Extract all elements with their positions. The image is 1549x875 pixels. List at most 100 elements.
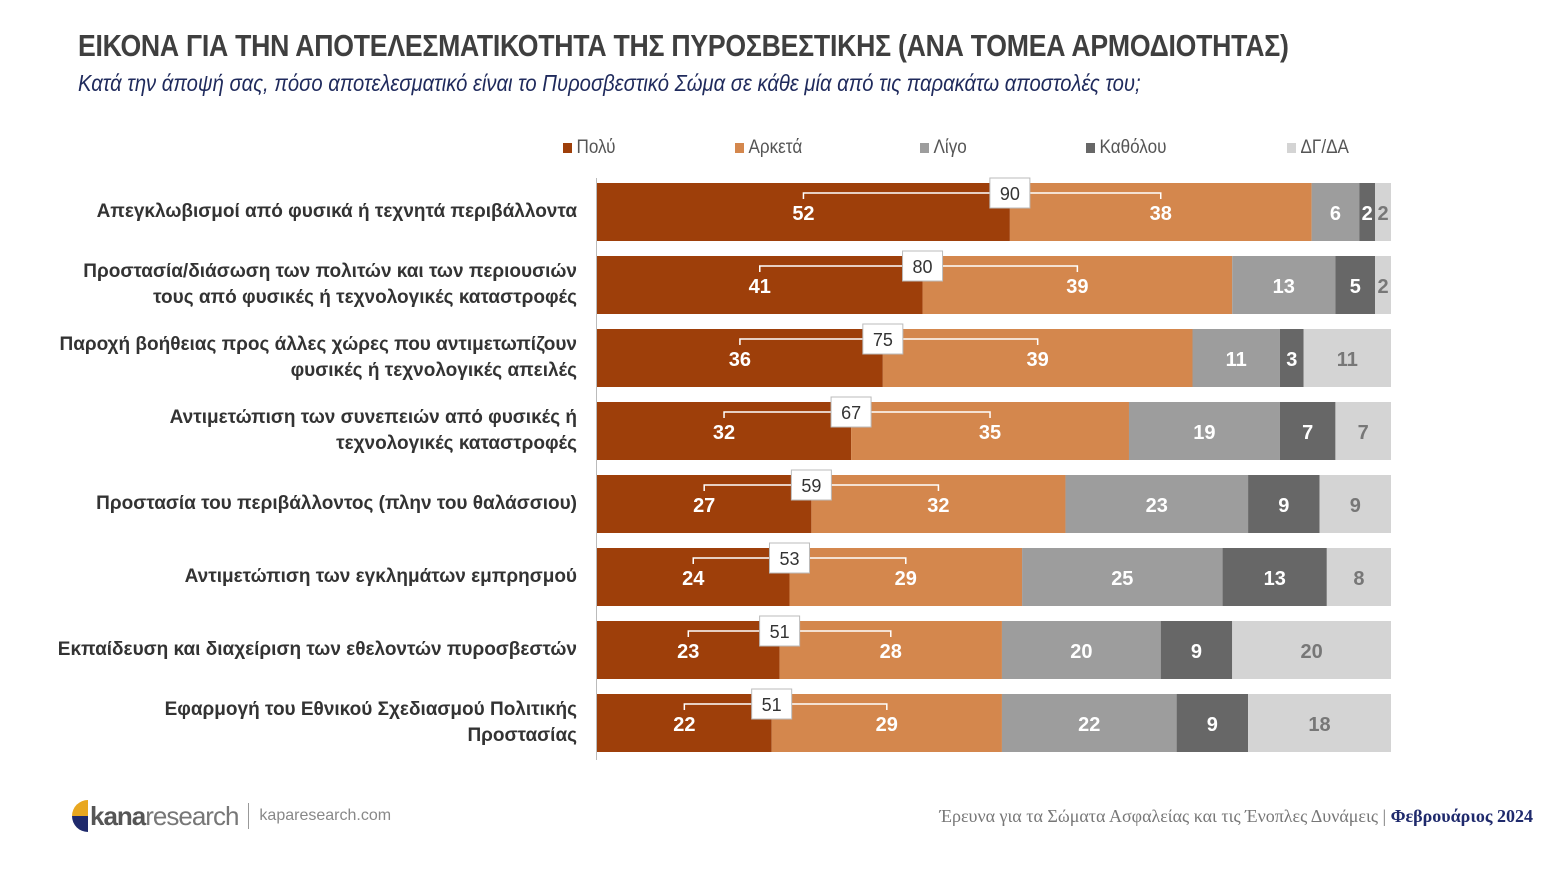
data-label: 7 bbox=[1358, 422, 1369, 444]
bar-segment bbox=[1232, 621, 1391, 679]
total-label: 67 bbox=[841, 403, 861, 423]
website-link[interactable]: kaparesearch.com bbox=[259, 807, 392, 824]
data-label: 32 bbox=[713, 422, 735, 444]
bar-segment bbox=[1303, 329, 1391, 387]
logo-text-kana: kana bbox=[90, 800, 146, 831]
bar-segment bbox=[1222, 548, 1327, 606]
total-box bbox=[790, 469, 832, 501]
data-label: 7 bbox=[1302, 422, 1313, 444]
data-label: 9 bbox=[1191, 641, 1202, 663]
data-label: 18 bbox=[1308, 714, 1330, 736]
legend-swatch bbox=[920, 143, 929, 153]
data-label: 39 bbox=[1027, 349, 1049, 371]
total-box bbox=[759, 615, 801, 647]
legend-swatch bbox=[1086, 143, 1095, 153]
y-axis-line bbox=[596, 178, 597, 760]
bar-segment bbox=[1160, 621, 1233, 679]
data-label: 24 bbox=[682, 568, 705, 590]
data-label: 9 bbox=[1350, 495, 1361, 517]
data-label: 2 bbox=[1377, 203, 1388, 225]
bar-segment bbox=[1065, 475, 1249, 533]
data-label: 23 bbox=[1146, 495, 1168, 517]
data-label: 23 bbox=[677, 641, 699, 663]
legend-item-katholou: Καθόλου bbox=[1086, 137, 1166, 159]
data-label: 11 bbox=[1337, 349, 1358, 371]
data-label: 3 bbox=[1286, 349, 1297, 371]
data-label: 28 bbox=[880, 641, 902, 663]
bar-segment bbox=[1375, 183, 1391, 241]
total-label: 53 bbox=[779, 549, 799, 569]
bar-segment bbox=[1128, 402, 1280, 460]
data-label: 38 bbox=[1150, 203, 1172, 225]
data-label: 13 bbox=[1273, 276, 1295, 298]
legend-label: Πολύ bbox=[576, 137, 616, 158]
category-label: Προστασία του περιβάλλοντος (πλην του θα… bbox=[96, 493, 577, 514]
data-label: 2 bbox=[1377, 276, 1388, 298]
category-label: Εφαρμογή του Εθνικού Σχεδιασμού Πολιτική… bbox=[164, 699, 577, 746]
total-label: 90 bbox=[1000, 184, 1020, 204]
data-label: 5 bbox=[1350, 276, 1361, 298]
data-label: 35 bbox=[979, 422, 1001, 444]
data-label: 13 bbox=[1264, 568, 1286, 590]
data-label: 25 bbox=[1111, 568, 1133, 590]
bar-segment bbox=[1001, 621, 1161, 679]
bar-segment bbox=[1326, 548, 1391, 606]
logo-mark-icon bbox=[72, 800, 88, 832]
data-label: 20 bbox=[1300, 641, 1322, 663]
data-label: 41 bbox=[749, 276, 771, 298]
bar-segment bbox=[1248, 694, 1391, 752]
logo-text-research: research bbox=[145, 800, 239, 831]
data-label: 8 bbox=[1353, 568, 1364, 590]
bar-segment bbox=[1022, 548, 1223, 606]
bar-segment bbox=[1311, 183, 1360, 241]
total-label: 51 bbox=[770, 622, 790, 642]
total-bracket bbox=[802, 192, 1162, 199]
category-label: Αντιμετώπιση των συνεπειών από φυσικές ή… bbox=[169, 407, 577, 454]
survey-name: Έρευνα για τα Σώματα Ασφαλείας και τις Έ… bbox=[939, 806, 1378, 826]
legend-label: Λίγο bbox=[933, 137, 967, 158]
bar-segment bbox=[1279, 402, 1336, 460]
category-label: Εκπαίδευση και διαχείριση των εθελοντών … bbox=[57, 639, 577, 660]
data-label: 39 bbox=[1066, 276, 1088, 298]
total-box bbox=[830, 396, 872, 428]
bar-segment bbox=[1335, 402, 1391, 460]
kapa-research-logo: kana research kaparesearch.com bbox=[72, 800, 391, 832]
survey-date: Φεβρουάριος 2024 bbox=[1390, 806, 1533, 826]
legend-swatch bbox=[1287, 143, 1296, 153]
footer-survey-info: Έρευνα για τα Σώματα Ασφαλείας και τις Έ… bbox=[939, 806, 1534, 826]
data-label: 22 bbox=[673, 714, 695, 736]
total-box bbox=[902, 250, 944, 282]
category-label: Προστασία/διάσωση των πολιτών και των πε… bbox=[83, 261, 577, 308]
legend-item-ligo: Λίγο bbox=[920, 137, 967, 159]
legend-label: Αρκετά bbox=[748, 137, 803, 158]
data-label: 36 bbox=[729, 349, 751, 371]
total-box bbox=[862, 323, 904, 355]
data-label: 22 bbox=[1078, 714, 1100, 736]
data-label: 29 bbox=[876, 714, 898, 736]
legend-swatch bbox=[735, 143, 744, 153]
legend-item-arketa: Αρκετά bbox=[735, 137, 802, 159]
data-label: 9 bbox=[1207, 714, 1218, 736]
bar-segment bbox=[1279, 329, 1304, 387]
data-label: 29 bbox=[895, 568, 917, 590]
page-subtitle: Κατά την άποψή σας, πόσο αποτελεσματικό … bbox=[78, 70, 1141, 96]
bar-segment bbox=[1001, 694, 1177, 752]
bar-segment bbox=[1335, 256, 1376, 314]
data-label: 9 bbox=[1278, 495, 1289, 517]
legend-label: ΔΓ/ΔΑ bbox=[1300, 137, 1349, 158]
category-label: Παροχή βοήθειας προς άλλες χώρες που αντ… bbox=[59, 334, 577, 381]
bar-segment bbox=[1359, 183, 1376, 241]
bar-segment bbox=[1192, 329, 1280, 387]
data-label: 27 bbox=[693, 495, 715, 517]
page-title: ΕΙΚΟΝΑ ΓΙΑ ΤΗΝ ΑΠΟΤΕΛΕΣΜΑΤΙΚΟΤΗΤΑ ΤΗΣ ΠΥ… bbox=[78, 28, 1289, 63]
total-box bbox=[768, 542, 810, 574]
data-label: 32 bbox=[927, 495, 949, 517]
legend-label: Καθόλου bbox=[1099, 137, 1167, 158]
legend-item-poly: Πολύ bbox=[563, 137, 616, 159]
category-label: Αντιμετώπιση των εγκλημάτων εμπρησμού bbox=[184, 566, 577, 587]
bar-segment bbox=[1375, 256, 1391, 314]
category-label: Απεγκλωβισμοί από φυσικά ή τεχνητά περιβ… bbox=[96, 201, 577, 222]
data-label: 2 bbox=[1362, 203, 1373, 225]
total-label: 75 bbox=[873, 330, 893, 350]
bar-segment bbox=[1176, 694, 1249, 752]
